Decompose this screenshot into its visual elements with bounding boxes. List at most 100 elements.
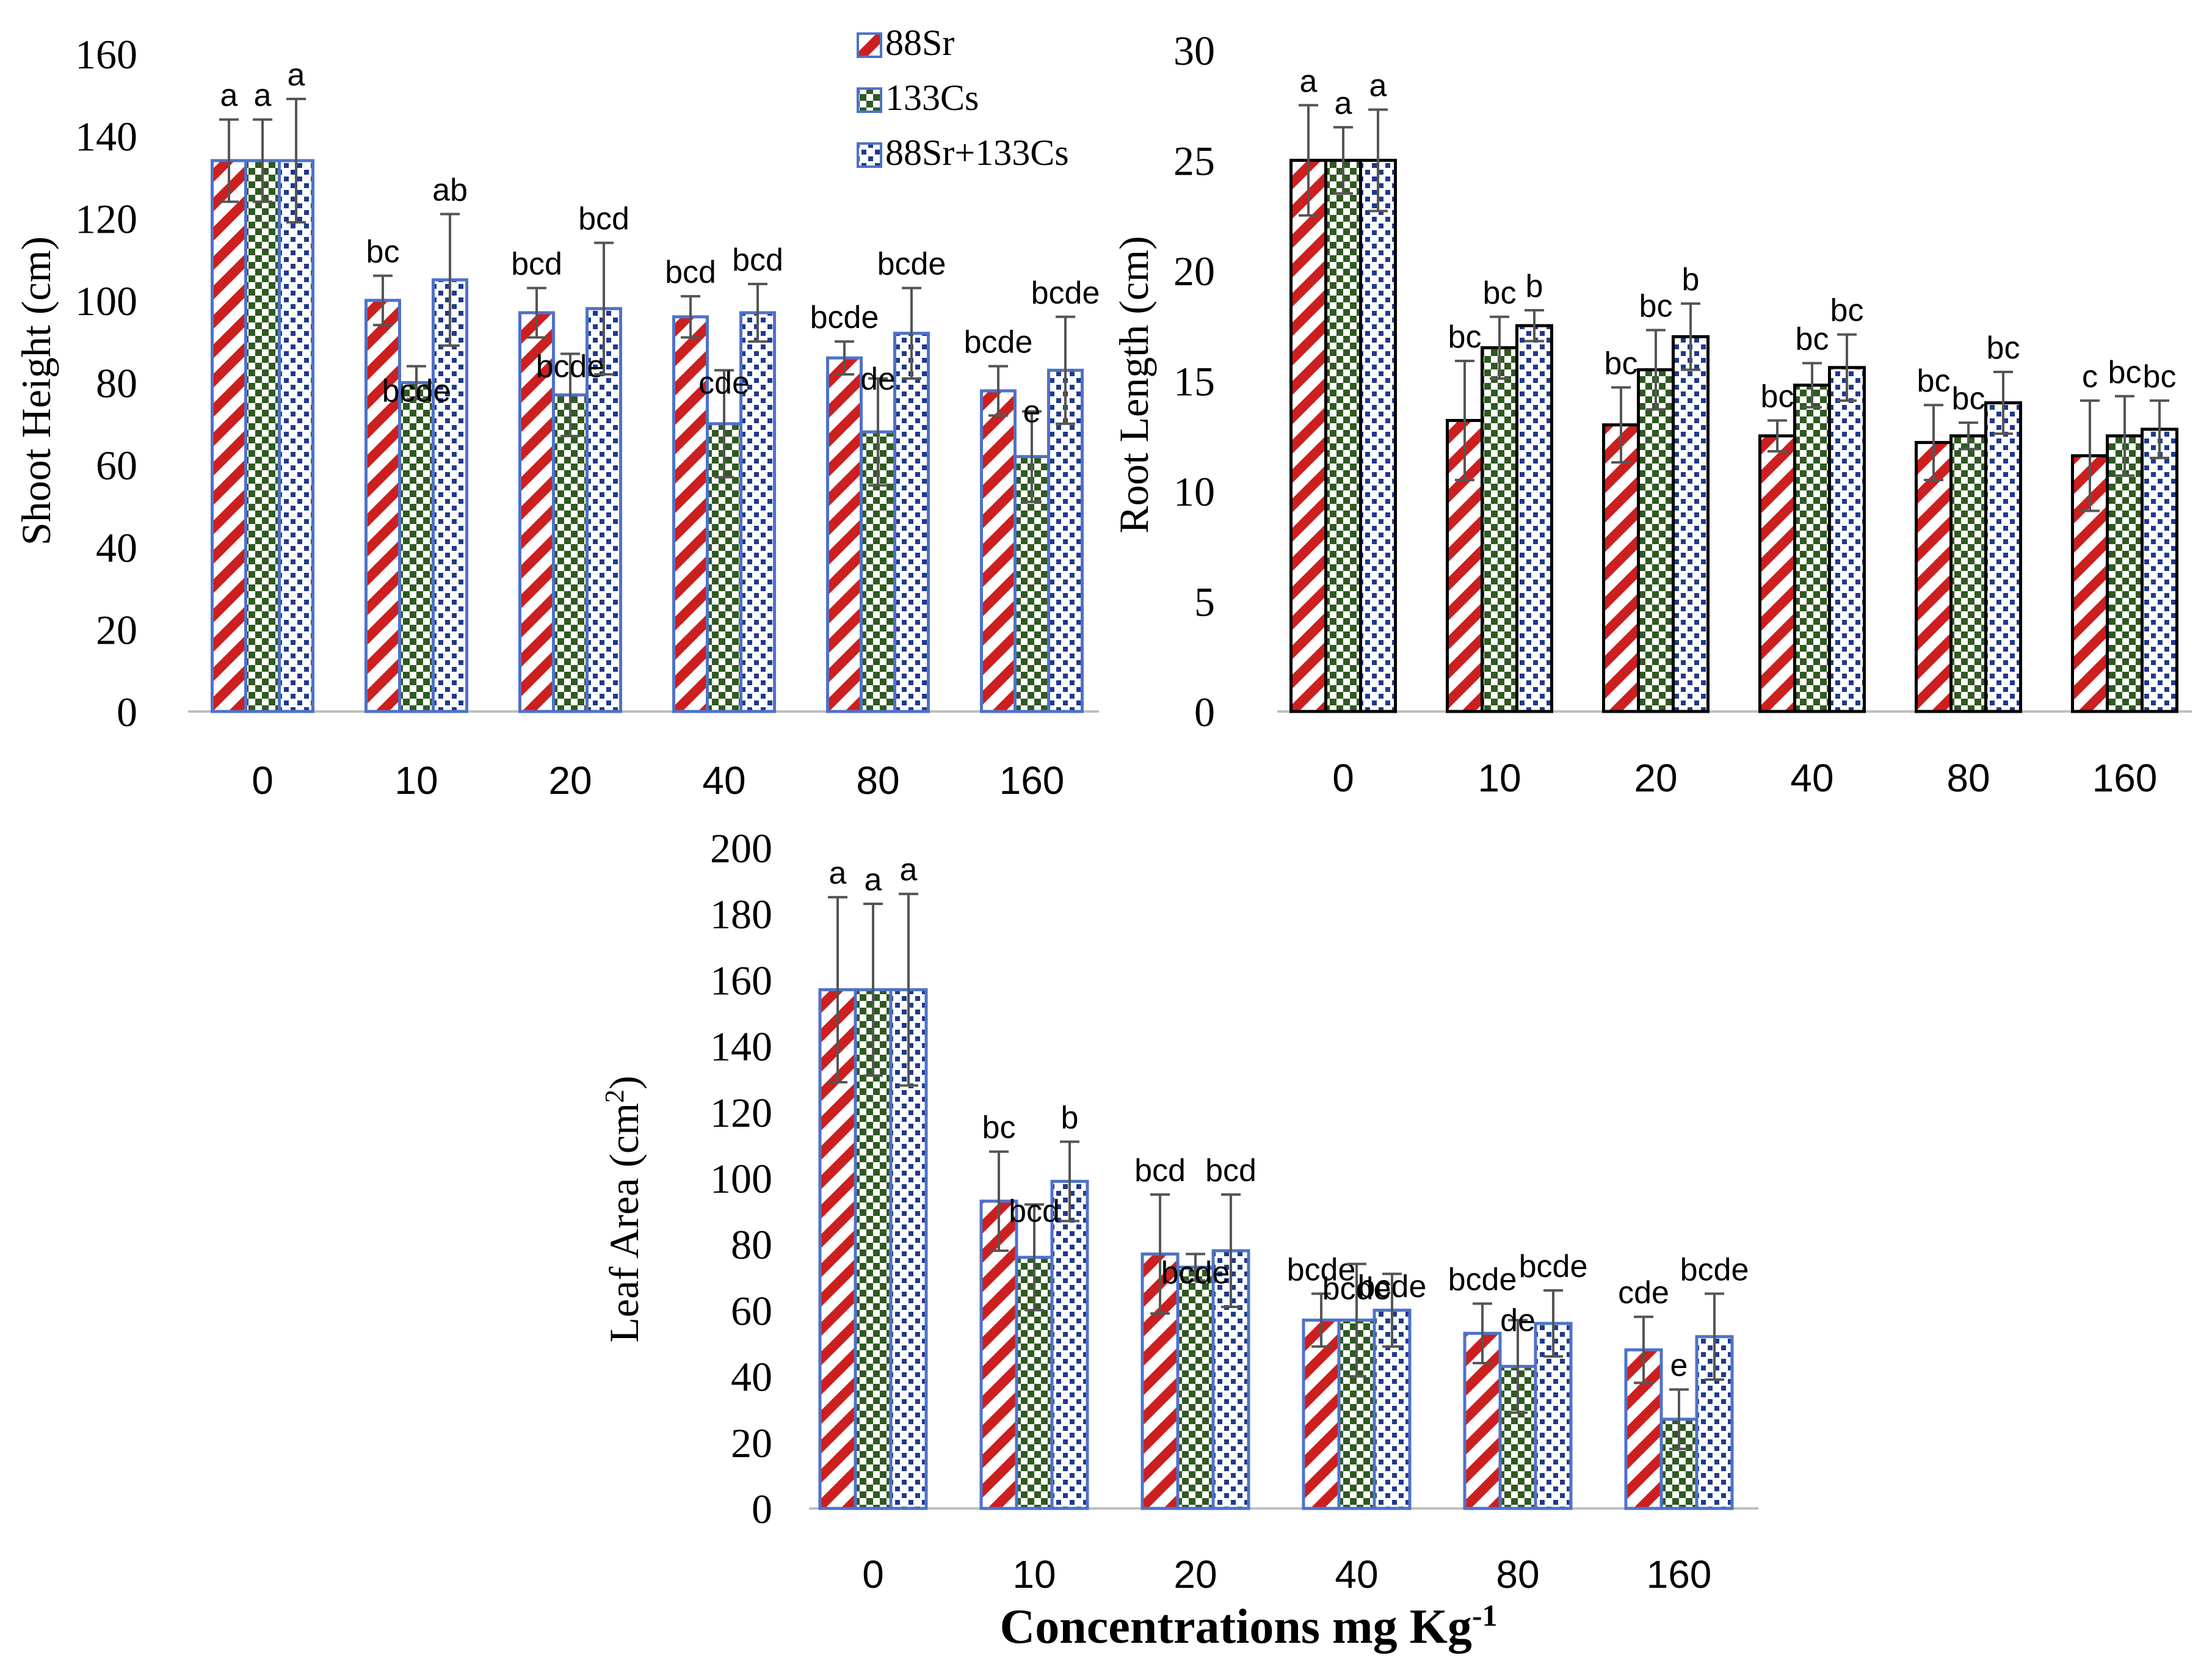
- significance-letter: bc: [2143, 359, 2177, 395]
- significance-letter: bc: [982, 1110, 1016, 1146]
- bar-88sr-133cs: [432, 278, 468, 713]
- significance-letter: a: [254, 78, 272, 114]
- bar-88sr: [1915, 441, 1953, 713]
- significance-letter: bc: [1987, 330, 2020, 366]
- x-tick-label: 0: [252, 758, 274, 802]
- bar-133cs: [1324, 159, 1362, 713]
- significance-letter: a: [1369, 68, 1387, 103]
- significance-letter: bc: [1483, 275, 1517, 311]
- y-tick-label: 25: [1173, 138, 1215, 184]
- bar-133cs: [244, 159, 281, 713]
- bar-88sr-133cs: [1050, 1179, 1089, 1510]
- significance-letter: cde: [1618, 1275, 1669, 1311]
- bar-133cs: [1176, 1265, 1215, 1510]
- bar-88sr: [364, 299, 401, 713]
- y-tick-label: 160: [710, 957, 772, 1003]
- y-tick-label: 80: [96, 360, 137, 407]
- x-tick-label: 40: [702, 758, 745, 802]
- significance-letter: bc: [1796, 322, 1829, 357]
- significance-letter: bcde: [810, 300, 879, 335]
- significance-letter: bcd: [1134, 1153, 1186, 1188]
- significance-letter: b: [1526, 269, 1543, 304]
- significance-letter: bc: [1448, 319, 1482, 355]
- bar-88sr-133cs: [2141, 427, 2178, 713]
- y-tick-label: 40: [96, 525, 137, 571]
- y-tick-label: 140: [710, 1024, 772, 1070]
- bar-88sr: [211, 159, 247, 713]
- y-tick-label: 30: [1173, 27, 1215, 74]
- significance-letter: de: [1500, 1303, 1536, 1339]
- significance-letter: bc: [1830, 293, 1864, 329]
- significance-letter: e: [1023, 395, 1041, 430]
- x-tick-label: 160: [1647, 1552, 1712, 1596]
- significance-letter: bc: [1952, 381, 1985, 416]
- leaf-y-axis-label: Leaf Area (cm2): [600, 1075, 648, 1342]
- significance-letter: bcd: [1205, 1153, 1256, 1188]
- bar-88sr: [1289, 159, 1327, 713]
- significance-letter: a: [220, 78, 238, 114]
- x-axis-label: Concentrations mg Kg-1: [1000, 1598, 1498, 1654]
- significance-letter: b: [1061, 1100, 1079, 1135]
- y-tick-label: 5: [1194, 579, 1215, 625]
- x-tick-label: 10: [1012, 1552, 1056, 1596]
- significance-letter: bc: [2108, 355, 2142, 390]
- y-tick-label: 140: [75, 114, 137, 160]
- significance-letter: a: [1335, 85, 1352, 121]
- x-tick-label: 80: [1946, 756, 1990, 800]
- x-tick-label: 0: [1332, 756, 1354, 800]
- y-tick-label: 0: [117, 689, 137, 735]
- x-tick-label: 20: [1173, 1552, 1217, 1596]
- y-tick-label: 20: [1173, 248, 1215, 294]
- significance-letter: b: [1682, 262, 1700, 297]
- legend-label-88sr-133cs: 88Sr+133Cs: [885, 133, 1069, 173]
- y-tick-label: 15: [1173, 358, 1215, 405]
- y-tick-label: 120: [75, 195, 137, 242]
- bar-133cs: [552, 393, 589, 713]
- significance-letter: bcd: [665, 255, 716, 290]
- y-tick-label: 160: [75, 31, 137, 78]
- x-tick-label: 160: [2092, 756, 2158, 800]
- bar-88sr-133cs: [278, 159, 314, 713]
- bar-88sr-133cs: [893, 332, 930, 713]
- significance-letter: bcde: [536, 349, 605, 384]
- significance-letter: a: [900, 853, 918, 888]
- legend: 88Sr 133Cs 88Sr+133Cs: [857, 23, 1069, 173]
- y-tick-label: 100: [75, 278, 137, 324]
- y-tick-label: 120: [710, 1089, 772, 1136]
- significance-letter: bc: [1605, 346, 1638, 381]
- significance-letter: bcde: [1031, 275, 1100, 311]
- bar-133cs: [398, 381, 435, 713]
- x-tick-label: 10: [394, 758, 438, 802]
- significance-letter: a: [865, 862, 882, 898]
- significance-letter: ab: [432, 173, 468, 208]
- x-tick-label: 40: [1790, 756, 1833, 800]
- significance-letter: bcd: [732, 242, 783, 278]
- significance-letter: a: [288, 57, 305, 93]
- significance-letter: bcde: [1448, 1262, 1517, 1298]
- bar-88sr-133cs: [586, 307, 622, 713]
- significance-letter: a: [829, 856, 847, 891]
- y-tick-label: 100: [710, 1155, 772, 1202]
- x-tick-label: 0: [862, 1552, 884, 1596]
- significance-letter: a: [1300, 64, 1318, 99]
- bar-88sr: [979, 1199, 1018, 1510]
- significance-letter: bcde: [382, 374, 451, 409]
- y-tick-label: 0: [1194, 689, 1215, 735]
- x-tick-label: 20: [1634, 756, 1677, 800]
- y-tick-label: 20: [96, 606, 137, 653]
- legend-label-133cs: 133Cs: [885, 78, 979, 118]
- x-tick-label: 80: [1496, 1552, 1539, 1596]
- bar-133cs: [2106, 434, 2144, 713]
- leaf-y-axis-label-end: ): [601, 1075, 647, 1089]
- significance-letter: bcde: [1161, 1255, 1230, 1290]
- y-tick-label: 60: [96, 442, 137, 489]
- legend-swatch-88sr-133cs: [857, 142, 882, 168]
- significance-letter: bc: [1917, 363, 1951, 399]
- x-tick-label: 40: [1335, 1552, 1378, 1596]
- y-tick-label: 80: [731, 1221, 772, 1268]
- significance-letter: bcde: [1680, 1252, 1749, 1287]
